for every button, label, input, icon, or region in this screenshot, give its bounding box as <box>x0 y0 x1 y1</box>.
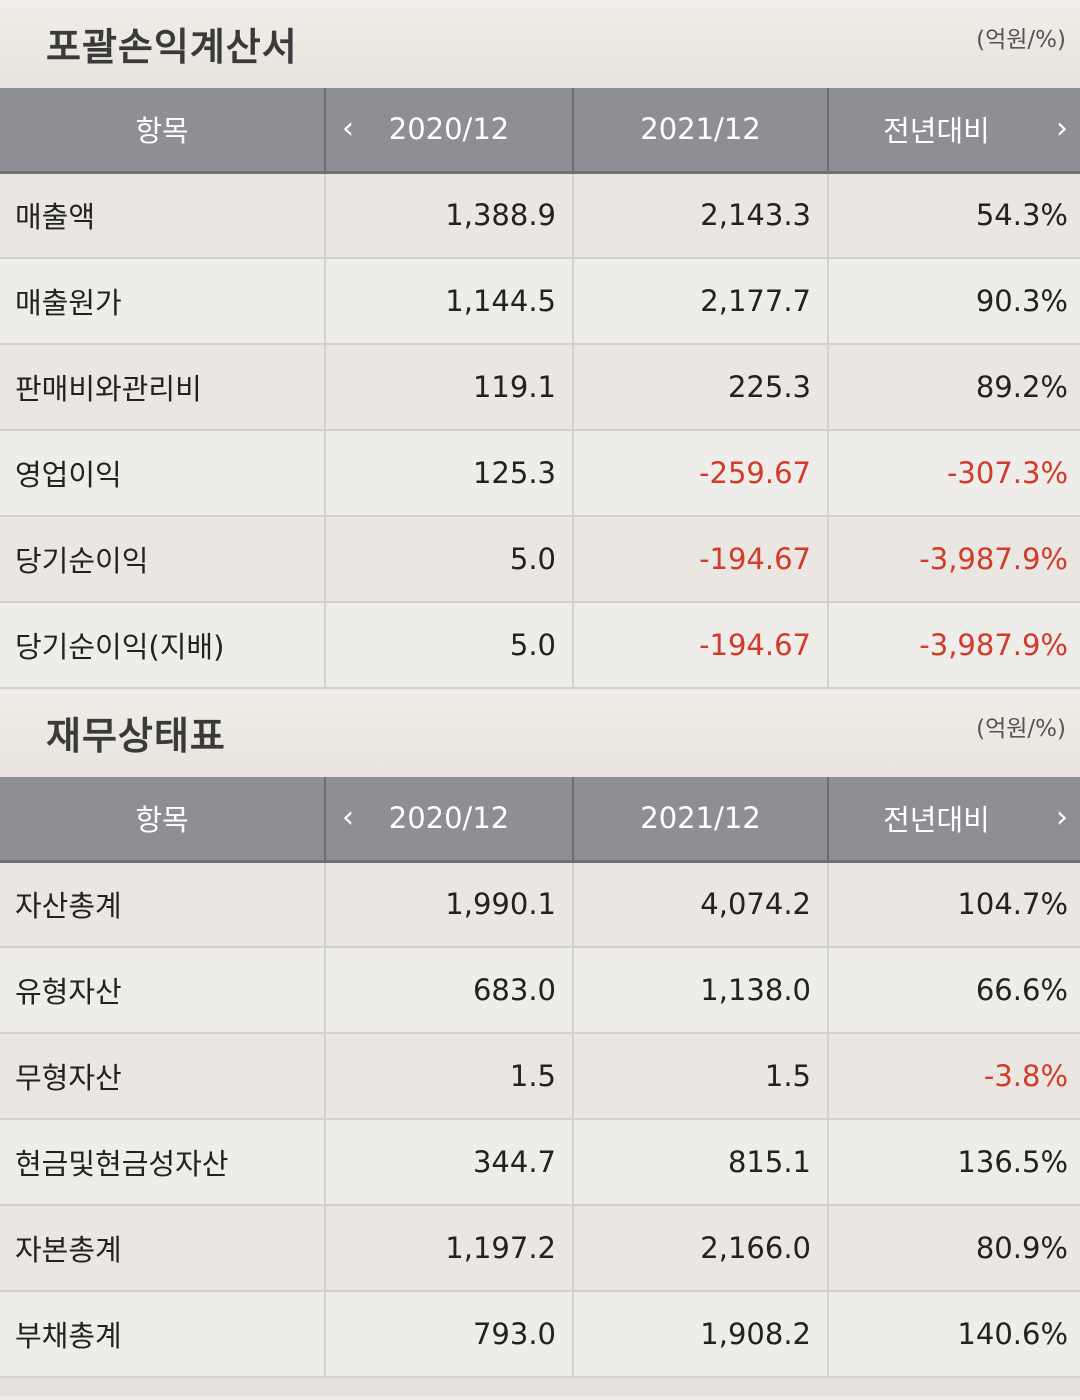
row-label: 현금및현금성자산 <box>0 1119 325 1206</box>
value-2020: 125.3 <box>324 430 573 517</box>
value-2021: 2,177.7 <box>572 258 828 345</box>
value-2020: 344.7 <box>324 1119 573 1206</box>
value-2021: 1,908.2 <box>572 1291 828 1378</box>
chevron-left-icon[interactable]: ‹ <box>342 111 354 147</box>
value-yoy: 104.7% <box>827 861 1080 948</box>
table-row: 매출액 1,388.9 2,143.3 54.3% <box>0 172 1080 259</box>
row-label: 영업이익 <box>0 430 325 517</box>
balance-section-title: 재무상태표 <box>46 714 226 758</box>
income-section-title: 포괄손익계산서 <box>46 25 298 69</box>
value-2020: 1,144.5 <box>324 258 573 345</box>
row-label: 자본총계 <box>0 1205 325 1292</box>
row-label: 당기순이익(지배) <box>0 602 325 689</box>
value-yoy: 66.6% <box>827 947 1080 1034</box>
table-row: 판매비와관리비 119.1 225.3 89.2% <box>0 344 1080 431</box>
row-label: 자산총계 <box>0 861 325 948</box>
balance-section-header: 재무상태표 (억원/%) <box>0 689 1080 777</box>
row-label: 매출액 <box>0 172 325 259</box>
table-row: 유형자산 683.0 1,138.0 66.6% <box>0 947 1080 1034</box>
value-2021: 2,143.3 <box>572 172 828 259</box>
value-2021: 225.3 <box>572 344 828 431</box>
value-2020: 1,388.9 <box>324 172 573 259</box>
value-2021: -194.67 <box>572 516 828 603</box>
value-2020: 5.0 <box>324 602 573 689</box>
balance-header-2021: 2021/12 <box>572 777 828 863</box>
value-2020: 1,197.2 <box>324 1205 573 1292</box>
value-2020: 1,990.1 <box>324 861 573 948</box>
table-row: 당기순이익(지배) 5.0 -194.67 -3,987.9% <box>0 602 1080 689</box>
value-2021: 2,166.0 <box>572 1205 828 1292</box>
income-section-header: 포괄손익계산서 (억원/%) <box>0 0 1080 88</box>
table-row: 자본총계 1,197.2 2,166.0 80.9% <box>0 1205 1080 1292</box>
balance-table: 항목 ‹ 2020/12 2021/12 전년대비 › 자산총계 1,990.1 4… <box>0 777 1080 1378</box>
value-yoy: -3,987.9% <box>827 516 1080 603</box>
value-yoy: -3,987.9% <box>827 602 1080 689</box>
value-yoy: 89.2% <box>827 344 1080 431</box>
value-yoy: -307.3% <box>827 430 1080 517</box>
row-label: 매출원가 <box>0 258 325 345</box>
balance-header-yoy: 전년대비 › <box>827 777 1080 863</box>
chevron-right-icon[interactable]: › <box>1056 111 1068 147</box>
income-header-row: 항목 ‹ 2020/12 2021/12 전년대비 › <box>0 88 1080 174</box>
table-row: 당기순이익 5.0 -194.67 -3,987.9% <box>0 516 1080 603</box>
income-header-yoy: 전년대비 › <box>827 88 1080 174</box>
value-yoy: 136.5% <box>827 1119 1080 1206</box>
chevron-left-icon[interactable]: ‹ <box>342 800 354 836</box>
value-2021: 4,074.2 <box>572 861 828 948</box>
table-row: 매출원가 1,144.5 2,177.7 90.3% <box>0 258 1080 345</box>
value-yoy: 54.3% <box>827 172 1080 259</box>
value-yoy: -3.8% <box>827 1033 1080 1120</box>
income-unit-label: (억원/%) <box>976 27 1066 53</box>
balance-header-item: 항목 <box>0 777 325 863</box>
value-2020: 1.5 <box>324 1033 573 1120</box>
value-yoy: 140.6% <box>827 1291 1080 1378</box>
balance-unit-label: (억원/%) <box>976 716 1066 742</box>
row-label: 당기순이익 <box>0 516 325 603</box>
income-header-2021: 2021/12 <box>572 88 828 174</box>
balance-header-row: 항목 ‹ 2020/12 2021/12 전년대비 › <box>0 777 1080 863</box>
income-table: 항목 ‹ 2020/12 2021/12 전년대비 › 매출액 1,388.9 2,… <box>0 88 1080 689</box>
value-2021: 1.5 <box>572 1033 828 1120</box>
row-label: 판매비와관리비 <box>0 344 325 431</box>
income-header-item: 항목 <box>0 88 325 174</box>
value-2021: 1,138.0 <box>572 947 828 1034</box>
chevron-right-icon[interactable]: › <box>1056 800 1068 836</box>
table-row: 영업이익 125.3 -259.67 -307.3% <box>0 430 1080 517</box>
row-label: 무형자산 <box>0 1033 325 1120</box>
table-row: 자산총계 1,990.1 4,074.2 104.7% <box>0 861 1080 948</box>
bottom-spacer <box>0 1378 1080 1396</box>
value-yoy: 80.9% <box>827 1205 1080 1292</box>
table-row: 현금및현금성자산 344.7 815.1 136.5% <box>0 1119 1080 1206</box>
value-2021: -194.67 <box>572 602 828 689</box>
value-2020: 793.0 <box>324 1291 573 1378</box>
value-2020: 5.0 <box>324 516 573 603</box>
income-header-2020: ‹ 2020/12 <box>324 88 573 174</box>
table-row: 부채총계 793.0 1,908.2 140.6% <box>0 1291 1080 1378</box>
value-2021: 815.1 <box>572 1119 828 1206</box>
row-label: 부채총계 <box>0 1291 325 1378</box>
value-2020: 119.1 <box>324 344 573 431</box>
row-label: 유형자산 <box>0 947 325 1034</box>
balance-header-2020: ‹ 2020/12 <box>324 777 573 863</box>
value-yoy: 90.3% <box>827 258 1080 345</box>
value-2020: 683.0 <box>324 947 573 1034</box>
value-2021: -259.67 <box>572 430 828 517</box>
table-row: 무형자산 1.5 1.5 -3.8% <box>0 1033 1080 1120</box>
